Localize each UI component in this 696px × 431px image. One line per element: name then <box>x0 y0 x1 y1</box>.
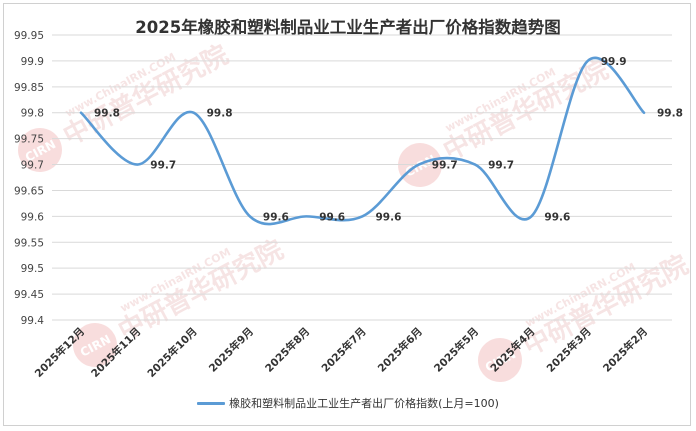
y-tick-label: 99.7 <box>21 160 44 172</box>
watermark-logo <box>18 128 62 172</box>
data-label: 99.6 <box>263 211 289 223</box>
watermark-cn-text: 中研普华研究院 <box>438 54 613 167</box>
x-tick-label: 2025年2月 <box>600 325 650 375</box>
y-tick-label: 99.55 <box>14 237 44 249</box>
watermark-logo <box>73 323 117 367</box>
x-tick-label: 2025年6月 <box>375 325 425 375</box>
chart-frame <box>3 3 691 426</box>
watermark-cn-text: 中研普华研究院 <box>58 39 233 152</box>
y-tick-label: 99.65 <box>14 185 44 197</box>
legend-label: 橡胶和塑料制品业工业生产者出厂价格指数(上月=100) <box>229 397 499 410</box>
x-tick-label: 2025年9月 <box>206 325 256 375</box>
y-tick-label: 99.4 <box>21 315 45 327</box>
x-tick-label: 2025年5月 <box>431 325 481 375</box>
y-tick-label: 99.85 <box>14 82 44 94</box>
data-label: 99.8 <box>657 108 683 120</box>
y-tick-label: 99.8 <box>21 108 44 120</box>
data-label: 99.6 <box>319 211 345 223</box>
legend: 橡胶和塑料制品业工业生产者出厂价格指数(上月=100) <box>0 395 696 411</box>
data-label: 99.6 <box>544 211 570 223</box>
data-label: 99.6 <box>376 211 402 223</box>
data-label: 99.7 <box>488 160 514 172</box>
data-label: 99.8 <box>207 108 233 120</box>
watermark-cn-text: 中研普华研究院 <box>518 249 693 362</box>
watermark-logo <box>478 338 522 382</box>
data-label: 99.7 <box>150 160 176 172</box>
x-tick-label: 2025年7月 <box>319 325 369 375</box>
y-tick-label: 99.9 <box>21 56 44 68</box>
y-tick-label: 99.5 <box>21 263 44 275</box>
data-label: 99.8 <box>94 108 120 120</box>
legend-line-swatch <box>197 401 226 405</box>
watermark-cn-text: 中研普华研究院 <box>113 234 288 347</box>
y-tick-label: 99.95 <box>14 30 44 42</box>
x-tick-label: 2025年8月 <box>262 325 312 375</box>
chart-title: 2025年橡胶和塑料制品业工业生产者出厂价格指数趋势图 <box>135 18 561 37</box>
data-label: 99.9 <box>601 56 627 68</box>
y-tick-label: 99.75 <box>14 134 44 146</box>
data-label: 99.7 <box>432 160 458 172</box>
y-tick-label: 99.45 <box>14 289 44 301</box>
series-line <box>79 56 646 226</box>
y-tick-label: 99.6 <box>21 211 45 223</box>
